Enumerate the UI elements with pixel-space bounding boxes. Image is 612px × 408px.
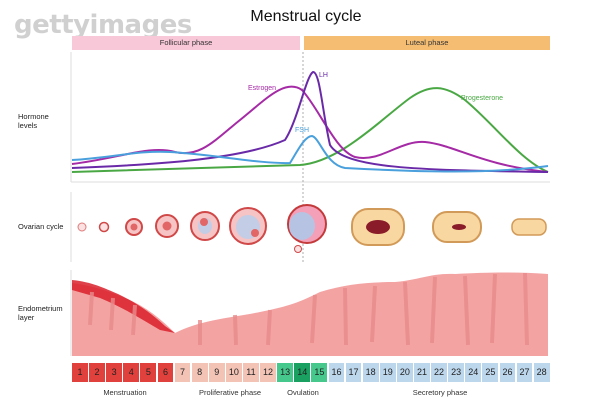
day-16: 16 — [328, 363, 345, 382]
day-14: 14 — [294, 363, 311, 382]
day-15: 15 — [311, 363, 328, 382]
follicle-2 — [98, 221, 110, 233]
luteal-phase-banner: Luteal phase — [304, 36, 550, 50]
lh-label: LH — [319, 72, 328, 79]
endometrium-tissue — [72, 272, 548, 356]
progesterone-label: Progesterone — [461, 95, 504, 102]
day-5: 5 — [140, 363, 157, 382]
day-18: 18 — [362, 363, 379, 382]
day-3: 3 — [106, 363, 123, 382]
ovulation-label: Ovulation — [287, 388, 319, 397]
follicle-1 — [77, 222, 87, 232]
day-1: 1 — [72, 363, 88, 382]
ovarian-cycle-label: Ovarian cycle — [18, 222, 64, 231]
day-19: 19 — [379, 363, 396, 382]
endometrium-bleeding — [72, 280, 175, 333]
day-22: 22 — [431, 363, 447, 382]
day-24: 24 — [465, 363, 482, 382]
day-12: 12 — [260, 363, 276, 382]
day-23: 23 — [448, 363, 465, 382]
menstruation-label: Menstruation — [103, 388, 147, 397]
day-6: 6 — [157, 363, 174, 382]
day-26: 26 — [499, 363, 516, 382]
hormone-levels-label: Hormone levels — [18, 112, 49, 130]
day-28: 28 — [533, 363, 550, 382]
watermark: gettyimages — [14, 10, 192, 40]
day-20: 20 — [396, 363, 413, 382]
ovarian-follicles — [77, 204, 547, 253]
day-17: 17 — [345, 363, 362, 382]
day-25: 25 — [482, 363, 499, 382]
day-11: 11 — [243, 363, 259, 382]
day-13: 13 — [277, 363, 294, 382]
endometrial-glands — [88, 272, 529, 346]
fsh-label: FSH — [295, 127, 309, 134]
secretory-label: Secretory phase — [412, 388, 468, 397]
day-2: 2 — [89, 363, 105, 382]
lh-curve — [71, 70, 549, 173]
estrogen-label: Estrogen — [248, 85, 277, 92]
released-egg — [294, 245, 302, 253]
progesterone-curve — [71, 87, 549, 173]
day-8: 8 — [191, 363, 208, 382]
day-21: 21 — [414, 363, 430, 382]
day-4: 4 — [123, 363, 140, 382]
day-9: 9 — [208, 363, 225, 382]
corpus-albicans — [511, 218, 547, 236]
proliferative-label: Proliferative phase — [198, 388, 262, 397]
day-10: 10 — [225, 363, 242, 382]
day-7: 7 — [174, 363, 191, 382]
day-27: 27 — [516, 363, 533, 382]
endometrium-layer-label: Endometrium layer — [18, 304, 63, 322]
diagram-title: Menstrual cycle — [250, 8, 362, 25]
fsh-curve — [71, 134, 549, 173]
follicular-phase-banner: Follicular phase — [72, 36, 300, 50]
